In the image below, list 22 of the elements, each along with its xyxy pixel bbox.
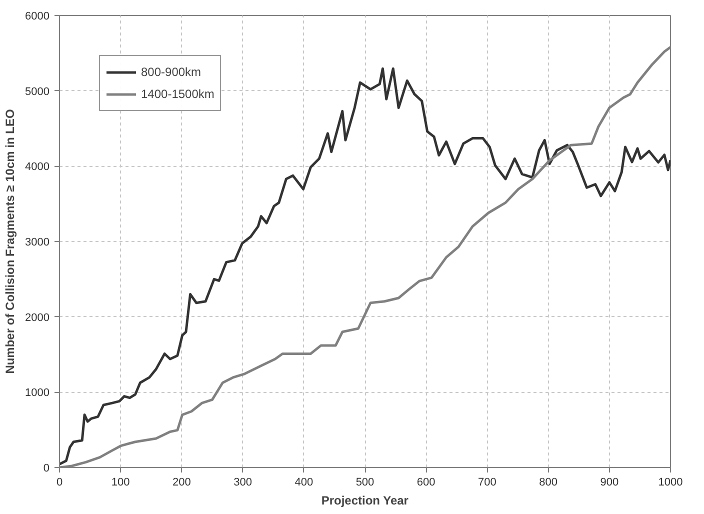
x-axis-title: Projection Year xyxy=(321,494,409,508)
y-tick-label: 0 xyxy=(43,462,50,474)
x-tick-label: 0 xyxy=(56,476,63,488)
x-tick-label: 1000 xyxy=(658,476,683,488)
y-tick-label: 3000 xyxy=(25,236,50,248)
x-tick-label: 300 xyxy=(234,476,252,488)
y-axis-title: Number of Collision Fragments ≥ 10cm in LEO xyxy=(3,109,18,374)
x-tick-label: 800 xyxy=(539,476,558,488)
y-tick-label: 4000 xyxy=(25,161,50,174)
y-tick-label: 2000 xyxy=(25,312,50,324)
y-tick-label: 6000 xyxy=(25,10,50,22)
x-tick-label: 500 xyxy=(356,476,374,488)
x-tick-label: 200 xyxy=(172,476,191,488)
y-tick-label: 1000 xyxy=(25,387,50,400)
x-tick-label: 100 xyxy=(111,476,130,488)
legend-label: 800-900km xyxy=(141,65,202,79)
x-tick-label: 600 xyxy=(416,476,436,488)
y-tick-label: 5000 xyxy=(25,86,50,98)
x-tick-label: 400 xyxy=(294,476,314,488)
x-tick-label: 700 xyxy=(478,476,496,488)
x-tick-label: 900 xyxy=(600,476,619,488)
legend-label: 1400-1500km xyxy=(141,87,214,101)
